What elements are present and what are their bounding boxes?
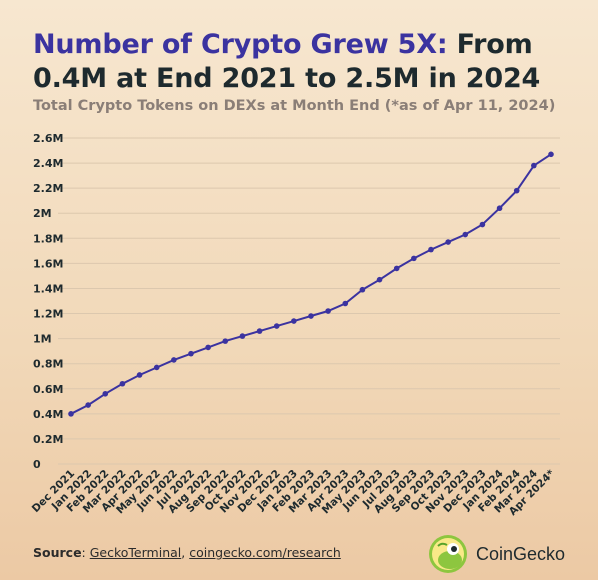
- data-point: [119, 380, 126, 387]
- y-tick-label: 2M: [33, 207, 52, 220]
- data-points: [68, 151, 554, 417]
- data-point: [102, 390, 109, 397]
- data-point: [445, 239, 451, 245]
- y-tick-label: 1.2M: [33, 308, 63, 321]
- data-point: [308, 313, 314, 319]
- brand-name: CoinGecko: [476, 543, 566, 564]
- data-point: [376, 276, 383, 283]
- y-tick-label: 0.4M: [33, 408, 63, 421]
- y-tick-label: 0.6M: [33, 383, 63, 396]
- y-tick-label: 2.4M: [33, 157, 63, 170]
- y-tick-label: 0: [33, 458, 41, 471]
- y-tick-label: 2.6M: [33, 132, 63, 145]
- source-note: Source: GeckoTerminal, coingecko.com/res…: [33, 545, 341, 560]
- y-tick-label: 1.8M: [33, 232, 63, 245]
- y-axis-labels: 0 0.2M 0.4M 0.6M 0.8M 1M 1.2M 1.4M 1.6M 1.8M 2M 2.2…: [33, 132, 63, 471]
- chart-title: Number of Crypto Grew 5X: From 0.4M at E…: [33, 28, 573, 96]
- coingecko-research-link[interactable]: coingecko.com/research: [189, 545, 341, 560]
- y-tick-label: 1.6M: [33, 257, 63, 270]
- y-tick-label: 1.4M: [33, 282, 63, 295]
- data-point: [513, 187, 520, 194]
- data-point: [256, 328, 263, 334]
- data-point: [359, 286, 366, 293]
- data-point: [153, 364, 160, 371]
- y-tick-label: 2.2M: [33, 182, 63, 195]
- data-point: [479, 221, 486, 228]
- data-point: [171, 357, 177, 363]
- title-rest: From 0.4M at End 2021 to 2.5M in 2024: [33, 29, 541, 94]
- y-tick-label: 0.2M: [33, 433, 63, 446]
- data-point: [291, 318, 297, 324]
- data-point: [205, 344, 211, 351]
- data-point: [85, 402, 91, 408]
- data-point: [548, 151, 554, 158]
- gecko-icon: [429, 535, 467, 573]
- data-point: [188, 350, 194, 357]
- data-point: [462, 231, 469, 238]
- y-tick-label: 1M: [33, 333, 52, 346]
- gridlines: [58, 137, 560, 465]
- data-point: [325, 308, 331, 314]
- chart-subtitle: Total Crypto Tokens on DEXs at Month End…: [33, 98, 556, 114]
- data-point: [393, 265, 400, 272]
- data-point: [239, 333, 246, 339]
- line-chart: 0 0.2M 0.4M 0.6M 0.8M 1M 1.2M 1.4M 1.6M 1.8M 2M 2.2…: [30, 132, 560, 518]
- source-label: Source: [33, 545, 82, 560]
- data-point: [136, 372, 143, 378]
- data-point: [342, 300, 349, 307]
- data-point: [222, 338, 229, 344]
- data-point: [68, 411, 74, 417]
- data-point: [411, 255, 417, 262]
- data-point: [428, 246, 434, 253]
- title-highlight: Number of Crypto Grew 5X:: [33, 29, 448, 60]
- geckoterminal-link[interactable]: GeckoTerminal: [89, 545, 182, 560]
- y-tick-label: 0.8M: [33, 358, 63, 371]
- coingecko-logo: CoinGecko: [428, 534, 565, 574]
- data-point: [531, 162, 537, 169]
- series-line: [70, 153, 552, 415]
- data-point: [273, 323, 280, 329]
- data-point: [496, 205, 503, 212]
